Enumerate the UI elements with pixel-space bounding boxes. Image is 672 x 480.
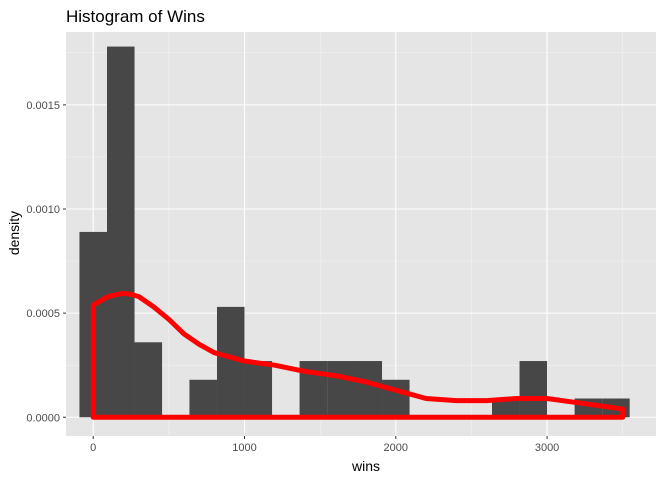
histogram-bar xyxy=(354,361,383,418)
y-tick-label: 0.0015 xyxy=(26,100,60,112)
x-tick-label: 1000 xyxy=(232,442,256,454)
histogram-bar xyxy=(327,361,355,418)
y-tick-label: 0.0000 xyxy=(26,412,60,424)
histogram-bar xyxy=(244,361,273,418)
y-tick-label: 0.0010 xyxy=(26,204,60,216)
density-curve xyxy=(90,290,626,420)
x-axis-title: wins xyxy=(351,458,380,474)
y-axis-title: density xyxy=(6,211,22,255)
histogram-bar xyxy=(492,398,520,418)
x-axis-ticks: 0 1000 2000 3000 xyxy=(90,436,559,454)
histogram-bar xyxy=(519,361,548,418)
x-tick-label: 0 xyxy=(90,442,96,454)
x-tick-label: 3000 xyxy=(535,442,559,454)
histogram-bar xyxy=(106,46,135,418)
x-tick-label: 2000 xyxy=(384,442,408,454)
y-tick-label: 0.0005 xyxy=(26,308,60,320)
histogram-bar xyxy=(189,379,217,418)
y-axis-ticks: 0.0000 0.0005 0.0010 0.0015 xyxy=(26,100,66,424)
minor-gridlines xyxy=(66,32,656,436)
chart-title: Histogram of Wins xyxy=(66,7,205,26)
histogram-bars xyxy=(79,46,630,418)
histogram-bar xyxy=(134,342,163,418)
